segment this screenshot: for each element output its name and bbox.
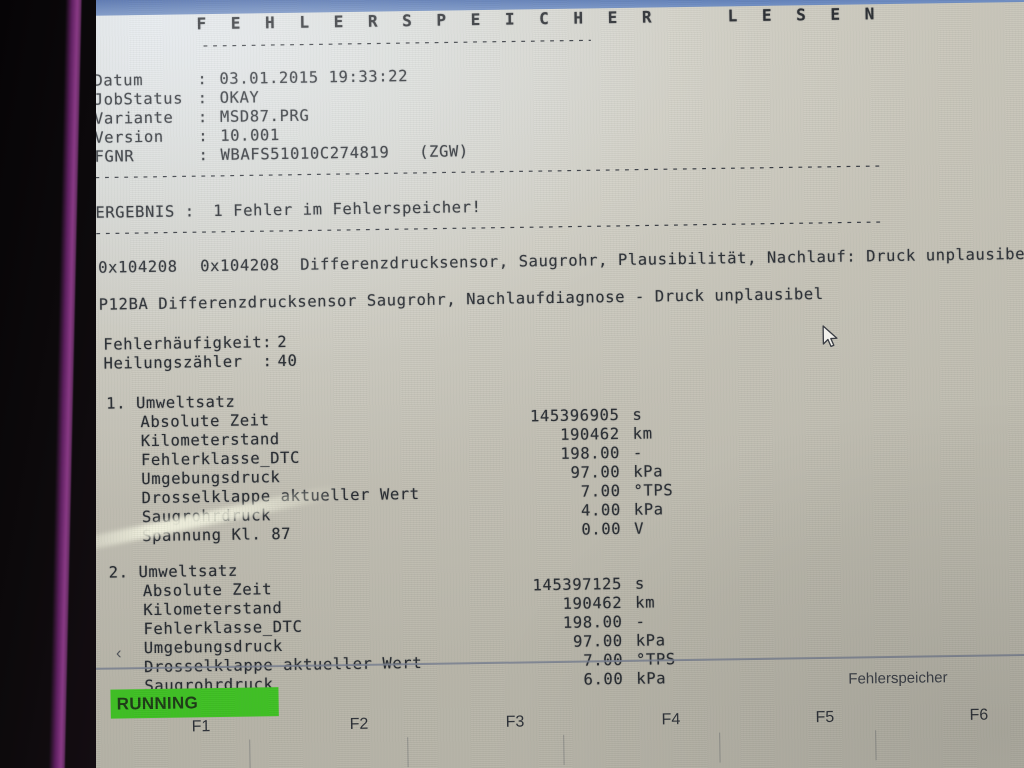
footer-bar: ‹ RUNNING Fehlerspeicher F1 F2 F3 F4 F5 …	[88, 632, 1024, 768]
fault-frequency-label: Fehlerhäufigkeit:	[103, 333, 273, 354]
healing-counter-label: Heilungszähler :	[103, 352, 273, 373]
env-set-2-row-2-name: Fehlerklasse_DTC	[143, 617, 303, 639]
function-key-f5[interactable]: F5	[815, 708, 835, 727]
env-set-1-row-3-unit: kPa	[633, 462, 664, 481]
env-set-2-row-2-value: 198.00	[562, 612, 623, 632]
function-key-divider	[249, 739, 251, 768]
footer-divider	[88, 653, 1024, 670]
env-set-1-row-5-name: Saugrohrdruck	[141, 506, 272, 527]
env-set-1-row-2-name: Fehlerklasse_DTC	[140, 448, 301, 470]
info-sep-jobstatus: :	[197, 89, 208, 108]
env-set-1-row-1-name: Kilometerstand	[140, 430, 280, 451]
function-key-f2[interactable]: F2	[349, 715, 369, 734]
f6-context-label: Fehlerspeicher	[848, 669, 948, 688]
report-text-area: F E H L E R S P E I C H E R L E S E N --…	[78, 2, 1024, 695]
env-set-2-row-1-value: 190462	[562, 593, 623, 613]
env-set-1-row-5-unit: kPa	[633, 500, 664, 519]
function-key-divider	[563, 734, 565, 765]
info-label-datum: Datum	[93, 71, 144, 90]
fault-code-primary: 0x104208	[98, 257, 178, 277]
fault-description: Differenzdrucksensor, Saugrohr, Plausibi…	[300, 244, 1024, 274]
env-set-2-row-0-name: Absolute Zeit	[142, 580, 273, 601]
title-underline-rule: ----------------------------------------…	[200, 30, 591, 55]
info-value-version: 10.001	[220, 126, 280, 145]
info-sep-datum: :	[197, 70, 208, 89]
env-set-1-row-5-value: 4.00	[580, 501, 621, 520]
fault-code-secondary: 0x104208	[200, 256, 280, 276]
env-set-1-row-0-value: 145396905	[529, 406, 620, 426]
env-set-1-row-6-unit: V	[633, 519, 645, 538]
status-badge-label: RUNNING	[116, 692, 199, 714]
info-value-jobstatus: OKAY	[219, 88, 260, 107]
env-set-2-row-0-value: 145397125	[532, 574, 623, 595]
info-value-datum: 03.01.2015 19:33:22	[219, 67, 409, 88]
info-value-variante: MSD87.PRG	[219, 106, 310, 126]
function-key-f1[interactable]: F1	[191, 718, 211, 736]
info-label-fgnr: FGNR	[94, 147, 135, 166]
chevron-left-icon[interactable]: ‹	[115, 643, 122, 663]
env-set-1-row-1-value: 190462	[559, 425, 620, 444]
env-set-1-row-1-unit: km	[632, 424, 653, 443]
env-set-1-row-3-value: 97.00	[570, 463, 621, 482]
rule-after-result: ----------------------------------------…	[93, 212, 884, 242]
env-set-1-title: 1. Umweltsatz	[106, 392, 236, 413]
env-set-2-title: 2. Umweltsatz	[108, 561, 238, 582]
env-set-1-row-0-name: Absolute Zeit	[140, 411, 270, 432]
env-set-1-row-6-value: 0.00	[581, 520, 622, 539]
diagnostic-screen-panel: Fehlerspeicher lesen F E H L E R S P E I…	[78, 0, 1024, 768]
env-set-2-row-1-unit: km	[635, 593, 656, 612]
fault-pcode-line: P12BA Differenzdrucksensor Saugrohr, Nac…	[98, 284, 824, 314]
env-set-2-row-1-name: Kilometerstand	[143, 599, 283, 620]
function-key-f4[interactable]: F4	[661, 711, 681, 729]
env-set-1-row-4-value: 7.00	[580, 482, 621, 501]
function-key-divider	[875, 730, 877, 761]
env-set-1-row-6-name: Spannung Kl. 87	[142, 524, 292, 546]
info-value-fgnr: WBAFS51010C274819 (ZGW)	[220, 142, 469, 164]
function-key-f6[interactable]: F6	[969, 706, 989, 724]
status-badge: RUNNING	[110, 687, 279, 719]
function-key-divider	[407, 737, 409, 768]
env-set-1-row-0-unit: s	[632, 405, 643, 424]
monitor-bezel	[0, 0, 96, 768]
healing-counter-value: 40	[277, 351, 298, 371]
env-set-1-row-2-unit: -	[632, 443, 644, 462]
rule-after-info: ----------------------------------------…	[92, 156, 883, 186]
env-set-2-row-2-unit: -	[635, 612, 646, 631]
function-key-f3[interactable]: F3	[505, 713, 525, 731]
env-set-1-row-4-unit: °TPS	[633, 481, 674, 500]
env-set-1-row-2-value: 198.00	[560, 444, 621, 463]
fault-frequency-value: 2	[277, 332, 288, 352]
info-sep-version: :	[198, 127, 209, 146]
env-set-2-row-0-unit: s	[634, 574, 645, 593]
info-label-jobstatus: JobStatus	[93, 89, 184, 109]
env-set-1-row-3-name: Umgebungsdruck	[141, 468, 281, 489]
info-sep-variante: :	[197, 108, 209, 127]
function-key-divider	[719, 732, 721, 763]
result-text: 1 Fehler im Fehlerspeicher!	[213, 198, 482, 221]
result-label: ERGEBNIS :	[95, 202, 195, 222]
info-label-variante: Variante	[93, 108, 174, 128]
env-set-1-row-4-name: Drosselklappe aktueller Wert	[141, 484, 420, 508]
info-label-version: Version	[94, 127, 164, 147]
info-sep-fgnr: :	[198, 146, 209, 165]
